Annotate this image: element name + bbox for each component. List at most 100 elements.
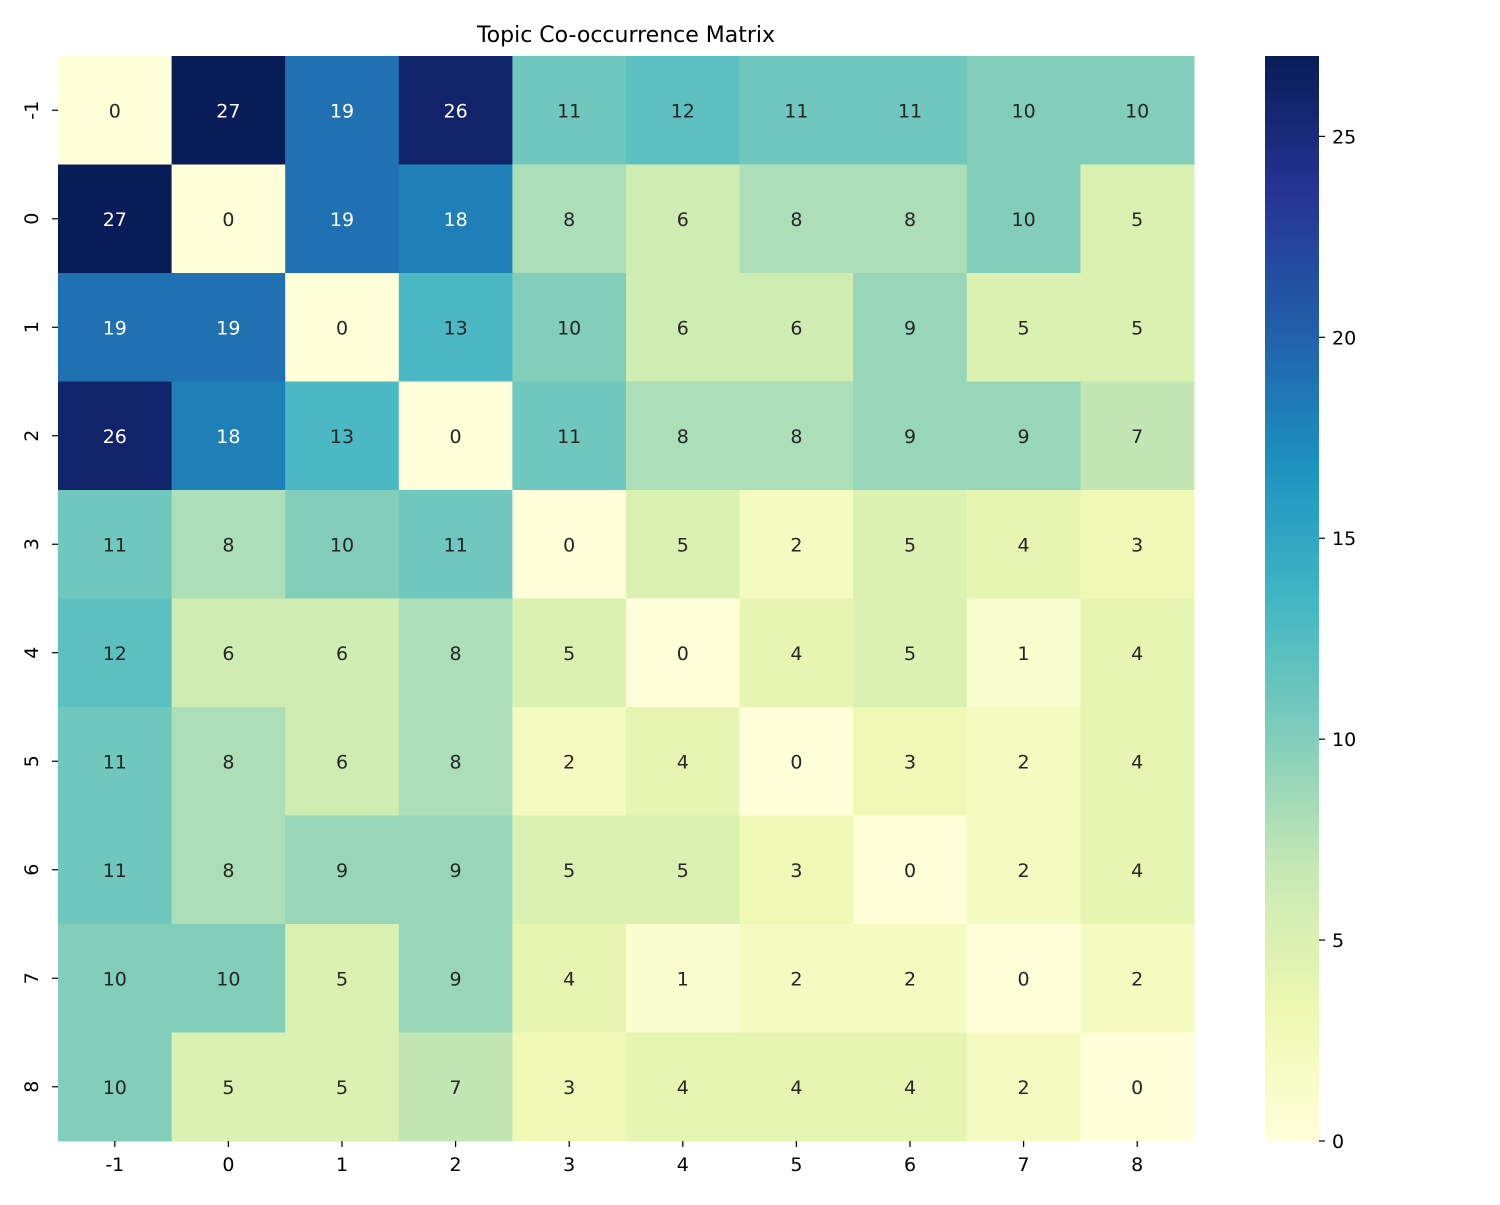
colorbar-tick-label: 10 [1332, 729, 1356, 751]
cell-value-label: 4 [563, 968, 575, 990]
heatmap-cell [171, 490, 286, 599]
heatmap-cell [966, 707, 1081, 816]
y-tick-label: 2 [21, 430, 43, 442]
heatmap-cell [739, 598, 854, 708]
heatmap-cell [626, 381, 741, 491]
heatmap-cell [398, 164, 513, 274]
cell-value-label: 9 [1018, 426, 1030, 448]
heatmap-cell [1080, 815, 1195, 925]
heatmap-cell [853, 490, 968, 599]
heatmap-cell [626, 1032, 741, 1142]
heatmap-cell [853, 164, 968, 274]
heatmap-cell [739, 56, 854, 165]
cell-value-label: 2 [1018, 751, 1030, 773]
cell-value-label: 0 [677, 643, 689, 665]
heatmap-cell [626, 598, 741, 708]
heatmap-cell [739, 815, 854, 925]
x-tick-label: 0 [222, 1154, 234, 1176]
cell-value-label: 11 [898, 100, 922, 122]
heatmap-cell [171, 273, 286, 382]
heatmap-cell [966, 273, 1081, 382]
cell-value-label: 3 [790, 860, 802, 882]
colorbar-tick-label: 20 [1332, 327, 1356, 349]
x-tick-label: 2 [450, 1154, 462, 1176]
heatmap-cell [853, 56, 968, 165]
cell-value-label: 0 [1131, 1077, 1143, 1099]
x-tick-label: 5 [790, 1154, 802, 1176]
heatmap-cell [1080, 56, 1195, 165]
cell-value-label: 5 [677, 860, 689, 882]
heatmap-cell [58, 490, 173, 599]
heatmap-cell [626, 815, 741, 925]
cell-value-label: 4 [904, 1077, 916, 1099]
x-tick-label: 1 [336, 1154, 348, 1176]
heatmap-cell [739, 490, 854, 599]
heatmap-cell [626, 56, 741, 165]
heatmap-cell [58, 1032, 173, 1142]
heatmap-cell [285, 381, 400, 491]
heatmap-cell [285, 815, 400, 925]
cell-value-label: 0 [222, 209, 234, 231]
cell-value-label: 8 [450, 751, 462, 773]
cell-value-label: 19 [216, 317, 240, 339]
heatmap-cell [58, 707, 173, 816]
chart-title: Topic Co-occurrence Matrix [476, 23, 775, 48]
heatmap-cell [966, 1032, 1081, 1142]
y-tick-label: 7 [21, 972, 43, 984]
cell-value-label: 0 [904, 860, 916, 882]
cell-value-label: 5 [904, 534, 916, 556]
heatmap-cell [853, 381, 968, 491]
cell-value-label: 10 [330, 534, 354, 556]
y-tick-label: -1 [21, 101, 43, 120]
heatmap-cell [739, 273, 854, 382]
colorbar-tick-label: 5 [1332, 930, 1344, 952]
heatmap-cell [398, 490, 513, 599]
cell-value-label: 8 [222, 534, 234, 556]
x-tick-label: 6 [904, 1154, 916, 1176]
cell-value-label: 2 [1018, 860, 1030, 882]
colorbar-gradient [1265, 56, 1319, 1141]
cell-value-label: 5 [563, 860, 575, 882]
cell-value-label: 27 [216, 100, 240, 122]
heatmap-cell [285, 707, 400, 816]
cell-value-label: 12 [671, 100, 695, 122]
cell-value-label: 8 [222, 751, 234, 773]
x-tick-label: 3 [563, 1154, 575, 1176]
heatmap-cell [171, 164, 286, 274]
cell-value-label: 11 [103, 534, 127, 556]
heatmap-cell [58, 273, 173, 382]
heatmap-cell [398, 598, 513, 708]
cell-value-label: 12 [103, 643, 127, 665]
cell-value-label: 5 [563, 643, 575, 665]
heatmap-cell [58, 598, 173, 708]
cell-value-label: 5 [222, 1077, 234, 1099]
heatmap-cell [285, 924, 400, 1033]
heatmap-cell [285, 273, 400, 382]
heatmap-cell [853, 707, 968, 816]
heatmap-cell [398, 381, 513, 491]
cell-value-label: 8 [222, 860, 234, 882]
cell-value-label: 10 [1125, 100, 1149, 122]
cell-value-label: 0 [1018, 968, 1030, 990]
cell-value-label: 2 [790, 968, 802, 990]
heatmap-cell [512, 924, 627, 1033]
cell-value-label: 8 [563, 209, 575, 231]
colorbar-tick-label: 25 [1332, 126, 1356, 148]
y-tick-label: 4 [21, 647, 43, 659]
cell-value-label: 6 [336, 643, 348, 665]
heatmap-cell [1080, 490, 1195, 599]
cell-value-label: 13 [444, 317, 468, 339]
cell-value-label: 6 [790, 317, 802, 339]
heatmap-cell [171, 707, 286, 816]
heatmap-cell [58, 56, 173, 165]
heatmap-cell [398, 56, 513, 165]
cell-value-label: 5 [1131, 209, 1143, 231]
cell-value-label: 19 [330, 100, 354, 122]
x-tick-label: 4 [677, 1154, 689, 1176]
heatmap-cell [512, 490, 627, 599]
heatmap-cell [285, 56, 400, 165]
heatmap-cell [966, 924, 1081, 1033]
heatmap-cell [1080, 164, 1195, 274]
heatmap-cell [171, 56, 286, 165]
